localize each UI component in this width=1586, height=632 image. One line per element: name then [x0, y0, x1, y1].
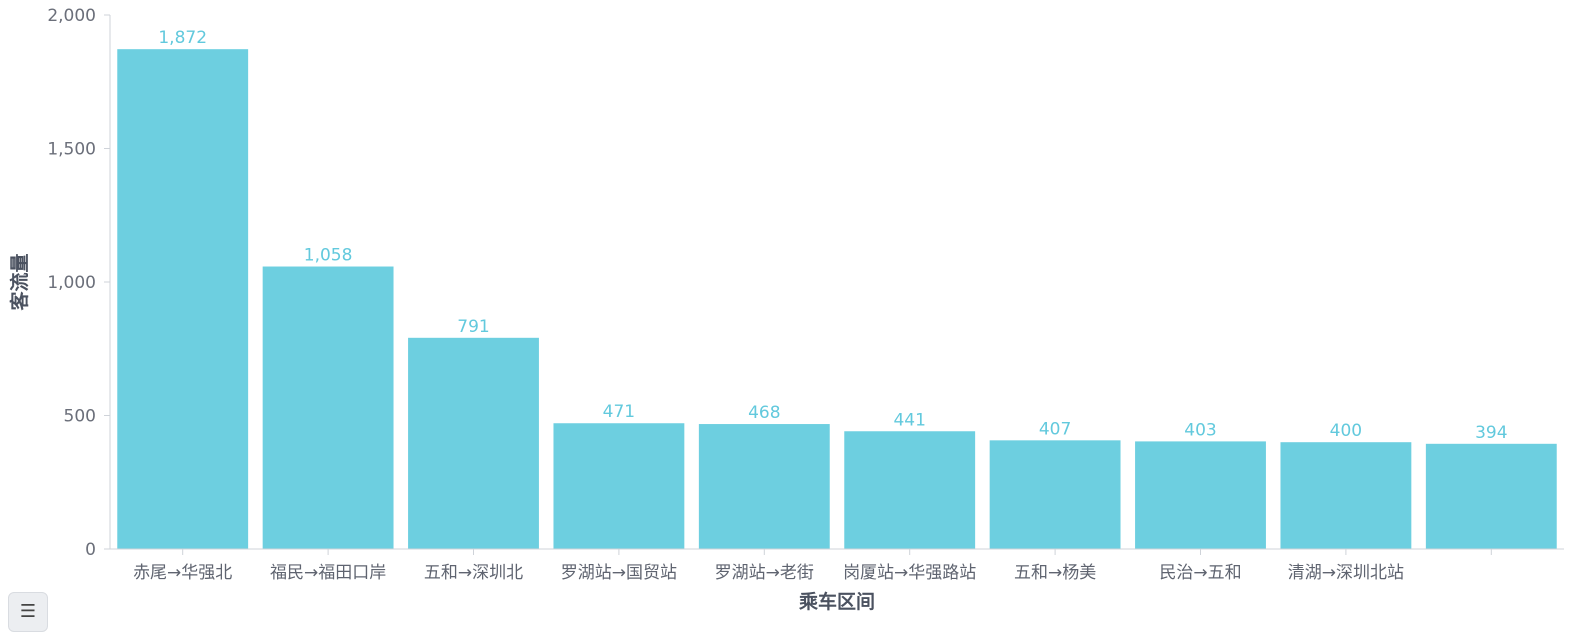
bar[interactable] [844, 431, 976, 549]
bars: 1,872 1,058 791 471 468 441 407 403 400 394 [117, 28, 1557, 550]
bar-value-label: 407 [1039, 419, 1071, 439]
x-axis: 赤尾→华强北 福民→福田口岸 五和→深圳北 罗湖站→国贸站 罗湖站→老街 岗厦站→华强路站… [110, 548, 1564, 583]
y-tick-label: 2,000 [47, 6, 96, 26]
bar-value-label: 1,872 [158, 28, 207, 48]
bar[interactable] [989, 440, 1121, 549]
list-icon: ☰ [19, 601, 37, 622]
bar-value-label: 1,058 [304, 246, 353, 266]
y-axis-title: 客流量 [8, 253, 31, 310]
bar[interactable] [553, 423, 685, 549]
bar-value-label: 394 [1475, 423, 1507, 443]
x-tick-label: 福民→福田口岸 [270, 563, 386, 583]
x-tick-label: 赤尾→华强北 [133, 563, 232, 583]
bar[interactable] [117, 49, 249, 550]
legend-toggle-button[interactable]: ☰ [8, 592, 48, 632]
x-tick-label: 五和→深圳北 [424, 563, 523, 583]
bar[interactable] [262, 266, 394, 549]
x-tick-label: 五和→杨美 [1014, 563, 1096, 583]
y-axis: 0 500 1,000 1,500 2,000 [47, 6, 111, 560]
bar-value-label: 400 [1330, 421, 1362, 441]
bar[interactable] [1135, 441, 1266, 549]
y-tick-label: 1,500 [47, 140, 96, 160]
bar[interactable] [1425, 443, 1557, 549]
x-tick-label: 罗湖站→老街 [715, 563, 814, 583]
bar[interactable] [408, 337, 539, 549]
y-tick-label: 0 [85, 540, 96, 560]
x-tick-label: 民治→五和 [1159, 563, 1241, 583]
bar-value-label: 441 [893, 410, 925, 430]
bar-value-label: 471 [603, 402, 635, 422]
bar[interactable] [698, 424, 830, 549]
y-tick-label: 1,000 [47, 273, 96, 293]
bar-value-label: 791 [457, 317, 489, 337]
x-tick-label: 岗厦站→华强路站 [843, 563, 976, 583]
x-tick-label: 罗湖站→国贸站 [561, 563, 677, 583]
bar-value-label: 403 [1184, 420, 1216, 440]
bar[interactable] [1280, 442, 1412, 549]
y-tick-label: 500 [64, 407, 96, 427]
x-tick-label: 清湖→深圳北站 [1288, 563, 1404, 583]
bar-value-label: 468 [748, 403, 780, 423]
x-axis-title: 乘车区间 [798, 590, 875, 613]
